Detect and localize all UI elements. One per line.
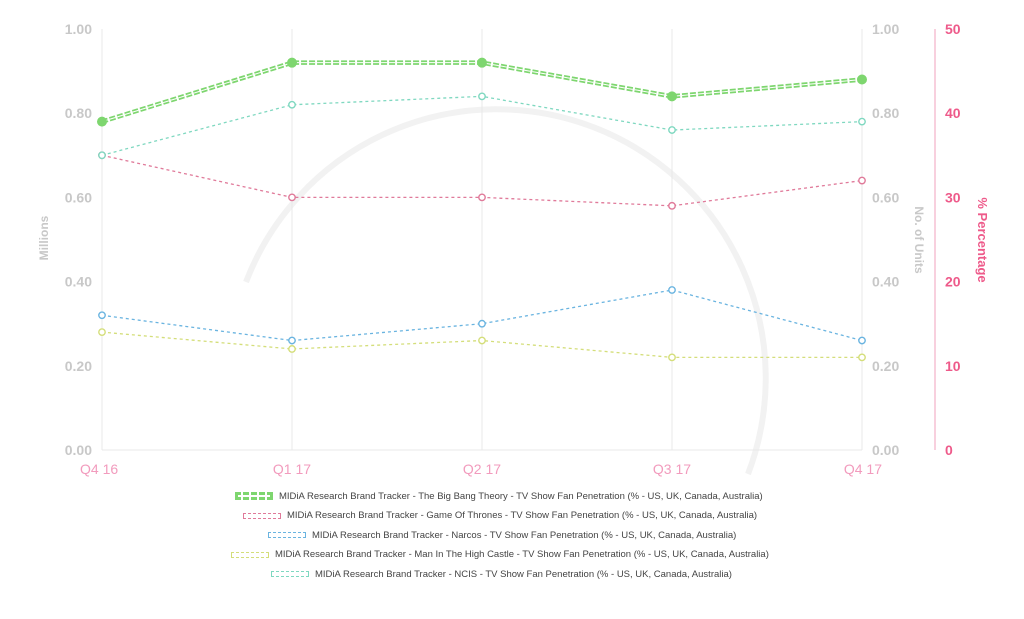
legend-item[interactable]: MIDiA Research Brand Tracker - Game Of T… [243,509,757,523]
legend-label: MIDiA Research Brand Tracker - Man In Th… [275,549,769,560]
left-axis-tick-label: 1.00 [65,21,92,37]
units-axis-tick-label: 0.20 [872,358,899,374]
units-axis-tick-label: 0.00 [872,442,899,458]
legend-swatch [235,492,273,500]
left-axis-tick-label: 0.00 [65,442,92,458]
left-axis-tick-label: 0.60 [65,189,92,205]
percentage-axis-tick-label: 0 [945,442,953,458]
data-point [668,126,676,134]
data-point [97,116,107,127]
line-chart: 0.00 0.20 0.40 0.60 0.80 1.00 0.00 0.20 0.40 0.6… [37,21,990,477]
units-axis-tick-label: 0.40 [872,274,899,290]
series-line [101,289,863,342]
percentage-axis-title: % Percentage [975,197,990,282]
legend-label: MIDiA Research Brand Tracker - Game Of T… [287,510,758,521]
data-point [668,201,676,210]
percentage-axis-tick-label: 30 [945,189,961,205]
data-point [857,74,867,85]
legend-item[interactable]: MIDiA Research Brand Tracker - The Big B… [235,489,763,503]
left-axis-tick-label: 0.20 [65,358,92,374]
data-point [478,319,486,328]
data-point [668,353,676,362]
data-point [98,311,106,320]
data-point [667,91,677,102]
legend-item[interactable]: MIDiA Research Brand Tracker - NCIS - TV… [271,567,732,581]
legend-label: MIDiA Research Brand Tracker - The Big B… [279,490,763,502]
data-point [478,92,486,101]
data-point [478,193,486,202]
data-point [98,328,106,337]
units-axis-tick-label: 1.00 [872,21,899,37]
left-axis-title: Millions [37,215,51,260]
x-tick-label: Q4 17 [844,461,882,477]
background-watermark-arc [243,106,769,476]
left-axis-tick-label: 0.80 [65,105,92,121]
left-axis-tick-label: 0.40 [65,274,92,290]
x-axis: Q4 16 Q1 17 Q2 17 Q3 17 Q4 17 [80,461,882,477]
data-point [477,57,487,68]
legend-label: MIDiA Research Brand Tracker - NCIS - TV… [315,568,732,580]
data-point [98,151,106,160]
percentage-axis-tick-label: 20 [945,274,961,290]
units-axis-title: No. of Units [912,206,926,274]
data-point [287,57,297,68]
left-y-axis: 0.00 0.20 0.40 0.60 0.80 1.00 [65,21,92,458]
data-point [288,193,296,202]
units-axis-tick-label: 0.60 [872,189,899,205]
data-point [858,117,866,126]
data-point [478,336,486,345]
data-point [668,286,676,294]
legend-item[interactable]: MIDiA Research Brand Tracker - Man In Th… [231,548,769,562]
legend-label: MIDiA Research Brand Tracker - Narcos - … [312,529,737,541]
percentage-axis-tick-label: 40 [945,105,961,121]
chart-grid [101,29,936,451]
percentage-axis-tick-label: 50 [945,21,961,37]
legend-item[interactable]: MIDiA Research Brand Tracker - Narcos - … [268,528,736,542]
data-point [858,176,866,185]
percentage-axis-tick-label: 10 [945,358,961,374]
units-y-axis: 0.00 0.20 0.40 0.60 0.80 1.00 [872,21,899,458]
data-point [858,353,866,362]
series-lines [97,57,867,362]
data-point [858,336,866,345]
legend-swatch [271,571,309,577]
percentage-y-axis: 0 10 20 30 40 50 [945,21,961,458]
units-axis-tick-label: 0.80 [872,105,899,121]
data-point [288,100,296,109]
legend-swatch [243,512,281,519]
x-tick-label: Q1 17 [273,461,311,477]
watermark-arc [243,106,769,476]
data-point [288,336,296,345]
legend-swatch [231,551,269,558]
x-tick-label: Q3 17 [653,461,691,477]
x-tick-label: Q2 17 [463,461,501,477]
legend-swatch [268,532,306,538]
data-point [288,345,296,353]
x-tick-label: Q4 16 [80,461,118,477]
